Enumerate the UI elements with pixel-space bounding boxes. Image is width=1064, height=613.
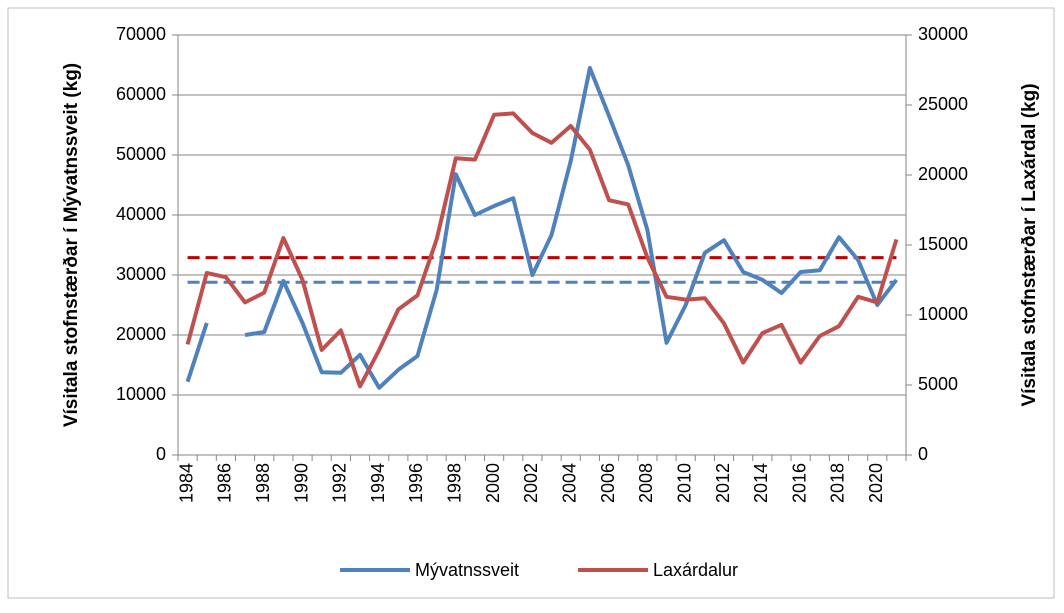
x-tick-label: 1988	[253, 463, 273, 503]
x-tick-label: 1986	[215, 463, 235, 503]
x-tick-label: 2006	[598, 463, 618, 503]
y-tick-label: 40000	[116, 204, 166, 224]
y-tick-label: 0	[156, 444, 166, 464]
y-tick-label: 70000	[116, 24, 166, 44]
y-tick-label: 10000	[116, 384, 166, 404]
x-tick-label: 2020	[866, 463, 886, 503]
x-tick-label: 1984	[176, 463, 196, 503]
x-tick-label: 1992	[330, 463, 350, 503]
y2-tick-label: 10000	[918, 304, 968, 324]
y-axis-title: Vísitala stofnstærðar í Mývatnssveit (kg…	[61, 63, 82, 427]
x-tick-label: 1998	[445, 463, 465, 503]
y2-tick-label: 20000	[918, 164, 968, 184]
x-tick-label: 2010	[674, 463, 694, 503]
y2-tick-label: 25000	[918, 94, 968, 114]
y2-axis-title: Vísitala stofnstærðar í Laxárdal (kg)	[1019, 83, 1040, 406]
x-tick-label: 2016	[789, 463, 809, 503]
y2-tick-label: 5000	[918, 374, 958, 394]
x-tick-label: 2014	[751, 463, 771, 503]
y2-tick-label: 30000	[918, 24, 968, 44]
y-tick-label: 20000	[116, 324, 166, 344]
x-tick-label: 2004	[559, 463, 579, 503]
y-tick-label: 30000	[116, 264, 166, 284]
x-tick-label: 2002	[521, 463, 541, 503]
legend-label: Mývatnssveit	[415, 560, 519, 580]
y2-tick-label: 15000	[918, 234, 968, 254]
x-tick-label: 1994	[368, 463, 388, 503]
x-tick-label: 2012	[713, 463, 733, 503]
x-tick-label: 1990	[291, 463, 311, 503]
x-tick-label: 2018	[828, 463, 848, 503]
legend-label: Laxárdalur	[653, 560, 738, 580]
y-tick-label: 50000	[116, 144, 166, 164]
y2-tick-label: 0	[918, 444, 928, 464]
x-tick-label: 2000	[483, 463, 503, 503]
series-line	[185, 111, 899, 389]
series-line	[185, 66, 899, 390]
y-tick-label: 60000	[116, 84, 166, 104]
x-tick-label: 2008	[636, 463, 656, 503]
x-tick-label: 1996	[406, 463, 426, 503]
